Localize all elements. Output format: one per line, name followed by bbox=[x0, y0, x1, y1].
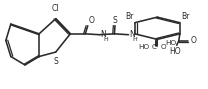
Text: HO: HO bbox=[169, 47, 180, 56]
Text: N: N bbox=[130, 30, 135, 39]
Text: O: O bbox=[88, 16, 94, 25]
Text: O: O bbox=[190, 36, 196, 45]
Text: Br: Br bbox=[181, 12, 189, 21]
Text: N: N bbox=[100, 30, 106, 39]
Text: Br: Br bbox=[125, 12, 134, 21]
Text: HO: HO bbox=[165, 40, 176, 46]
Text: O: O bbox=[160, 44, 166, 50]
Text: H: H bbox=[133, 37, 137, 42]
Text: H: H bbox=[104, 37, 108, 42]
Text: C: C bbox=[152, 44, 157, 50]
Text: HO: HO bbox=[138, 44, 149, 50]
Text: S: S bbox=[113, 16, 117, 25]
Text: S: S bbox=[54, 57, 58, 66]
Text: Cl: Cl bbox=[52, 4, 59, 13]
